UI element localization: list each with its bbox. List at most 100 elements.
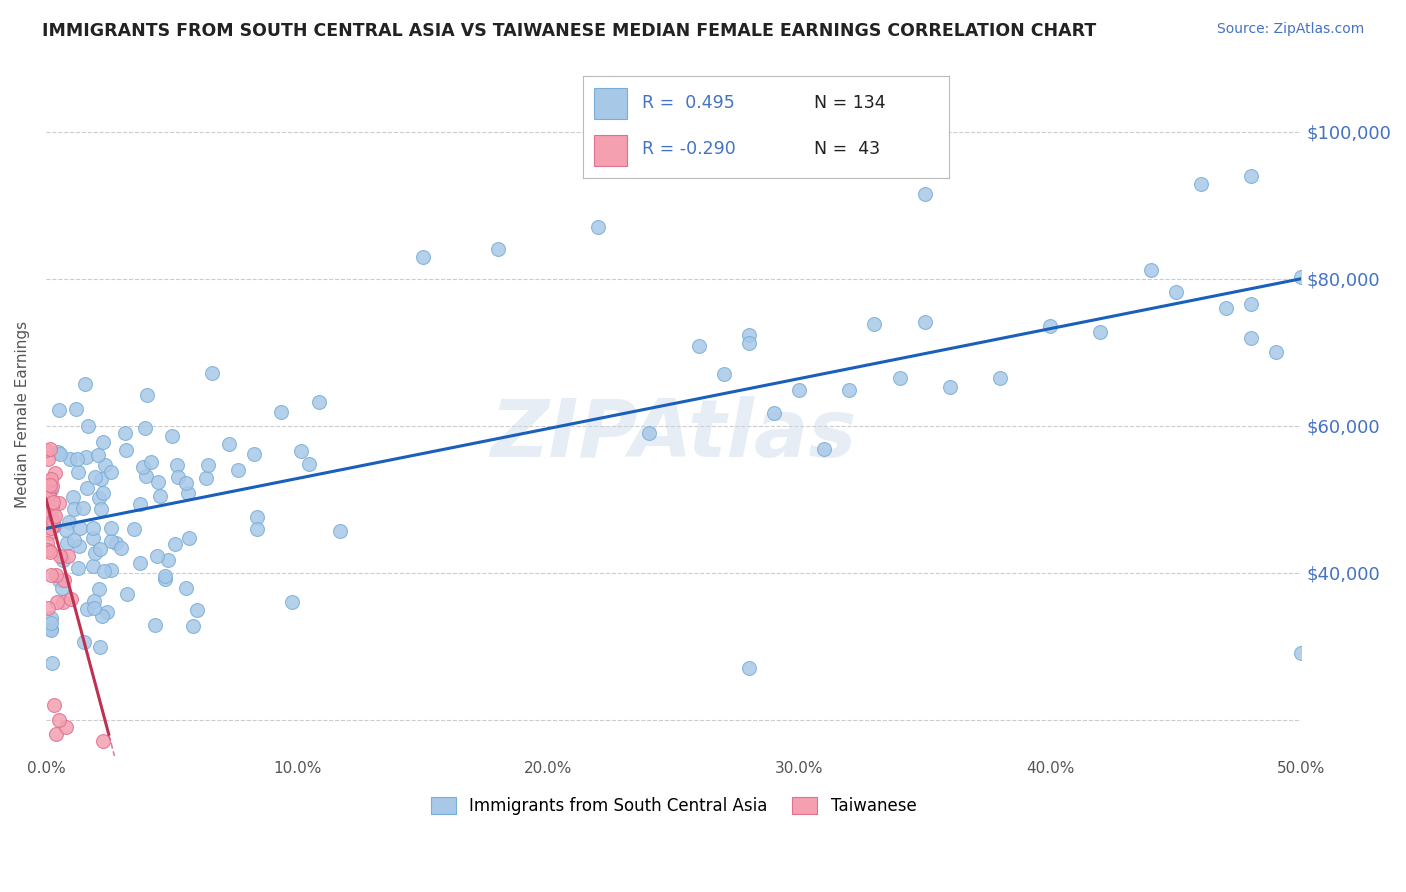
Point [115, 443, 138, 458]
Point [52, 553, 75, 567]
Point [38, 474, 60, 488]
Point [160, 429, 183, 443]
Point [39, 611, 62, 625]
Point [889, 371, 911, 385]
Point [41, 521, 63, 535]
Point [49, 447, 72, 461]
Point [44, 519, 66, 533]
Point [41, 479, 63, 493]
Point [55, 720, 77, 734]
Point [713, 367, 735, 381]
Point [67, 465, 90, 479]
Point [135, 469, 157, 483]
Point [129, 556, 152, 570]
Point [167, 469, 190, 483]
Point [58, 452, 80, 467]
Point [89, 640, 111, 654]
Point [73, 377, 96, 392]
Point [38, 487, 60, 501]
Point [48, 713, 70, 727]
Text: ZIPAtlas: ZIPAtlas [491, 396, 856, 475]
Point [246, 509, 269, 524]
Point [115, 587, 138, 601]
Point [76, 481, 98, 495]
Point [65, 401, 87, 416]
Point [156, 553, 179, 567]
Point [246, 523, 269, 537]
Point [243, 447, 266, 461]
Point [588, 220, 610, 235]
Point [48, 573, 70, 587]
Point [87, 448, 110, 462]
Point [46, 595, 69, 609]
Text: R =  0.495: R = 0.495 [643, 94, 735, 112]
Point [93, 733, 115, 747]
Point [69, 521, 91, 535]
Point [1240, 331, 1263, 345]
Point [91, 486, 114, 500]
Point [41, 510, 63, 524]
Point [37, 542, 59, 557]
Point [738, 661, 761, 675]
Point [82, 559, 104, 574]
Text: N = 134: N = 134 [814, 94, 886, 112]
Point [110, 541, 132, 555]
Point [114, 425, 136, 440]
Point [194, 471, 217, 485]
Point [176, 485, 198, 500]
Point [1139, 262, 1161, 277]
Point [87, 491, 110, 505]
Point [39, 568, 62, 582]
Point [63, 533, 86, 547]
Point [58, 516, 80, 530]
Point [49, 549, 72, 563]
Point [1265, 345, 1288, 359]
Point [226, 463, 249, 477]
Point [197, 458, 219, 472]
Point [39, 545, 62, 559]
Point [87, 582, 110, 597]
Point [1291, 647, 1313, 661]
Point [60, 592, 83, 607]
Point [181, 618, 204, 632]
Point [35, 491, 58, 505]
Point [46, 445, 69, 459]
Point [90, 472, 112, 486]
Point [1039, 319, 1062, 334]
Point [174, 581, 197, 595]
Y-axis label: Median Female Earnings: Median Female Earnings [15, 321, 30, 508]
Point [52, 595, 75, 609]
Point [38, 542, 60, 557]
Legend: Immigrants from South Central Asia, Taiwanese: Immigrants from South Central Asia, Taiw… [422, 789, 925, 823]
Point [637, 425, 659, 440]
Point [914, 187, 936, 202]
Text: N =  43: N = 43 [814, 140, 880, 158]
Point [83, 600, 105, 615]
Point [91, 434, 114, 449]
Point [329, 524, 352, 539]
Point [41, 518, 63, 533]
Point [177, 531, 200, 545]
Point [39, 483, 62, 497]
Point [100, 521, 122, 535]
Point [37, 508, 59, 523]
Point [218, 436, 240, 450]
Point [100, 465, 122, 479]
Point [988, 371, 1011, 385]
Point [35, 512, 58, 526]
Point [104, 536, 127, 550]
Point [813, 442, 835, 456]
Point [39, 442, 62, 456]
Point [100, 563, 122, 577]
Point [37, 488, 59, 502]
Point [308, 395, 330, 409]
Point [1164, 285, 1187, 299]
Point [83, 594, 105, 608]
Point [73, 635, 96, 649]
Point [35, 508, 58, 522]
Point [44, 466, 66, 480]
Point [39, 517, 62, 532]
Point [39, 624, 62, 638]
Point [129, 497, 152, 511]
Point [124, 522, 146, 536]
